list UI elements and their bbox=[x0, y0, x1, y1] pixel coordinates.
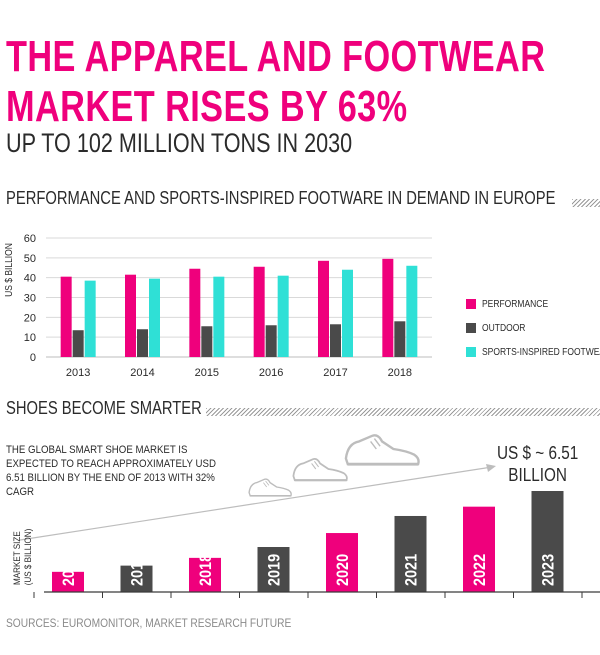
page-subtitle: UP TO 102 MILLION TONS IN 2030 bbox=[6, 128, 353, 158]
chart2-bar-2019 bbox=[257, 547, 290, 592]
page-title-line-1: THE APPAREL AND FOOTWEAR bbox=[6, 32, 546, 81]
chart2-year-label: 2017 bbox=[128, 554, 146, 586]
chart1-section-title: PERFORMANCE AND SPORTS-INSPIRED FOOTWARE… bbox=[6, 188, 556, 208]
chart2-year-label: 2022 bbox=[471, 554, 489, 586]
chart2-bar-2016 bbox=[52, 571, 84, 592]
chart1-x-tick-label: 2016 bbox=[259, 367, 283, 379]
chart2-year-label: 2016 bbox=[60, 554, 78, 586]
chart2-y-axis-label: MARKET SIZE (US $ BILLION) bbox=[12, 529, 34, 586]
chart2-x-tick-marks bbox=[33, 592, 583, 598]
chart1-y-tick-label: 50 bbox=[24, 253, 36, 265]
chart1-y-tick-label: 20 bbox=[24, 312, 36, 324]
legend-item-sports-inspired: SPORTS-INSPIRED FOOTWEAR bbox=[466, 346, 600, 358]
forecast-callout-unit: BILLION bbox=[508, 465, 567, 485]
chart1-y-ticks: 0 10 20 30 40 50 60 bbox=[24, 233, 36, 364]
chart1-bar-outdoor-2014 bbox=[137, 329, 148, 357]
chart1-bar-performance-2015 bbox=[189, 268, 201, 357]
chart1-x-tick-label: 2018 bbox=[388, 367, 412, 379]
sneaker-icons bbox=[248, 434, 420, 497]
page-title-line-2: MARKET RISES BY 63% bbox=[6, 82, 408, 131]
chart1-y-tick-label: 40 bbox=[24, 273, 36, 285]
chart1-bar-performance-2018 bbox=[382, 258, 394, 357]
chart2-bar-2020 bbox=[326, 533, 358, 592]
chart1-y-tick-label: 30 bbox=[24, 293, 36, 305]
chart1-x-tick-label: 2013 bbox=[66, 367, 90, 379]
chart1-bar-outdoor-2015 bbox=[201, 326, 213, 357]
sneaker-icon bbox=[344, 434, 420, 466]
chart1-bar-outdoor-2016 bbox=[265, 325, 277, 357]
chart1-bar-outdoor-2013 bbox=[72, 330, 84, 357]
chart2-bar-2017 bbox=[120, 565, 153, 592]
smart-shoe-description: THE GLOBAL SMART SHOE MARKET IS EXPECTED… bbox=[6, 444, 216, 498]
chart1-bar-sports-inspired-footwear-2014 bbox=[149, 278, 160, 357]
chart1-bars bbox=[60, 258, 418, 357]
forecast-callout-value: US $ ~ 6.51 bbox=[497, 443, 579, 463]
chart1-bar-performance-2017 bbox=[318, 260, 329, 357]
chart1-bar-performance-2013 bbox=[60, 276, 72, 357]
legend-label-outdoor: OUTDOOR bbox=[482, 322, 526, 334]
chart1-bar-sports-inspired-footwear-2017 bbox=[342, 269, 353, 357]
europe-footwear-bar-chart: 0 10 20 30 40 50 60 2013 2014 2015 2016 2017 2018 U… bbox=[3, 233, 432, 379]
chart1-x-tick-label: 2014 bbox=[130, 367, 154, 379]
legend-label-performance: PERFORMANCE bbox=[482, 298, 549, 310]
chart2-year-label: 2021 bbox=[402, 554, 420, 586]
chart2-year-label: 2019 bbox=[265, 554, 283, 586]
chart2-year-label: 2018 bbox=[197, 554, 215, 586]
chart2-y-axis-label-line2: (US $ BILLION) bbox=[23, 529, 34, 586]
chart2-y-axis-label-line1: MARKET SIZE bbox=[12, 531, 23, 585]
section1-hatch-divider bbox=[572, 199, 600, 207]
chart1-x-ticks: 2013 2014 2015 2016 2017 2018 bbox=[66, 367, 412, 379]
chart1-bar-sports-inspired-footwear-2013 bbox=[84, 280, 96, 357]
sources-footnote: SOURCES: EUROMONITOR, MARKET RESEARCH FU… bbox=[6, 616, 292, 630]
sneaker-icon bbox=[248, 478, 292, 497]
growth-trend-line bbox=[19, 466, 493, 541]
legend-label-sports-inspired: SPORTS-INSPIRED FOOTWEAR bbox=[482, 346, 600, 358]
legend-item-outdoor: OUTDOOR bbox=[466, 322, 600, 334]
growth-trend-arrowhead bbox=[486, 464, 496, 472]
chart2-bar-2021 bbox=[394, 515, 427, 592]
chart2-bar-2018 bbox=[189, 557, 221, 592]
chart1-bar-performance-2014 bbox=[125, 274, 136, 357]
chart1-y-axis-label: US $ BILLION bbox=[3, 243, 14, 297]
legend-item-performance: PERFORMANCE bbox=[466, 298, 600, 310]
chart1-bar-sports-inspired-footwear-2018 bbox=[406, 265, 418, 357]
chart1-y-tick-label: 60 bbox=[24, 233, 36, 245]
chart1-bar-performance-2016 bbox=[253, 266, 265, 357]
chart2-bars: 2016 2017 2018 2019 2020 2021 2022 2023 bbox=[52, 491, 564, 592]
legend-swatch-outdoor bbox=[466, 323, 476, 333]
sneaker-icon bbox=[292, 458, 348, 482]
forecast-callout: US $ ~ 6.51 BILLION bbox=[497, 442, 578, 486]
chart1-bar-sports-inspired-footwear-2015 bbox=[213, 276, 225, 357]
chart1-y-tick-label: 0 bbox=[30, 352, 36, 364]
chart1-x-tick-label: 2017 bbox=[323, 367, 347, 379]
smart-shoes-section-title: SHOES BECOME SMARTER bbox=[6, 398, 202, 418]
section2-hatch-divider bbox=[206, 408, 600, 416]
legend-swatch-performance bbox=[466, 299, 476, 309]
chart1-bar-outdoor-2017 bbox=[330, 324, 341, 357]
chart1-y-tick-label: 10 bbox=[24, 332, 36, 344]
chart1-legend: PERFORMANCE OUTDOOR SPORTS-INSPIRED FOOT… bbox=[466, 298, 600, 370]
chart2-year-label: 2023 bbox=[539, 554, 557, 586]
chart2-bar-2022 bbox=[463, 506, 495, 592]
chart1-bar-outdoor-2018 bbox=[394, 321, 406, 357]
chart2-year-label: 2020 bbox=[334, 554, 352, 586]
chart1-gridlines bbox=[46, 237, 432, 358]
legend-swatch-sports-inspired bbox=[466, 347, 476, 357]
chart1-x-tick-label: 2015 bbox=[195, 367, 219, 379]
chart1-bar-sports-inspired-footwear-2016 bbox=[277, 275, 289, 357]
chart2-bar-2023 bbox=[531, 491, 564, 592]
